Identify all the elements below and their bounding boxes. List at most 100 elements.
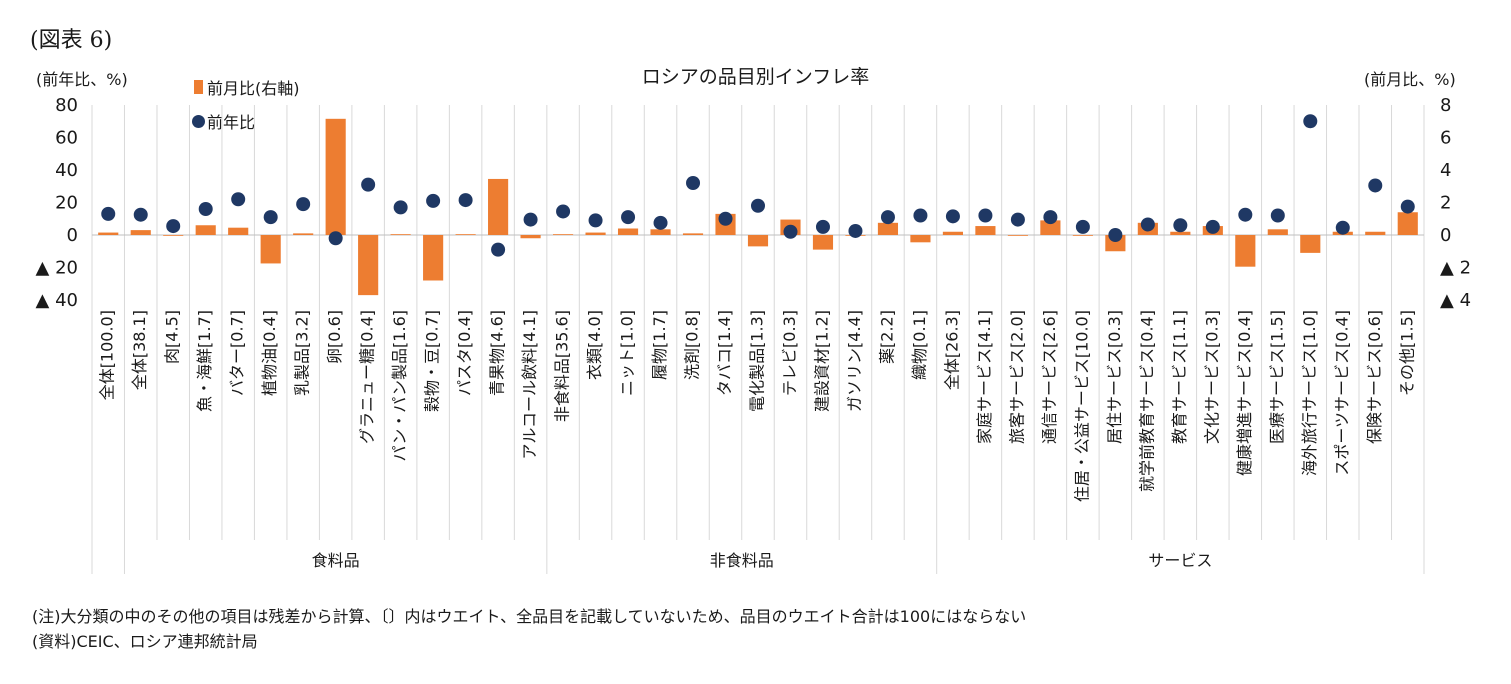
category-label: 居住サービス[0.3] — [1105, 310, 1124, 444]
legend-item-bar: 前月比(右軸) — [190, 70, 300, 104]
right-axis-tick: 8 — [1440, 95, 1451, 116]
dot-yoy — [848, 223, 863, 238]
bar-mom — [812, 235, 834, 250]
bar-mom — [1365, 231, 1386, 235]
category-label: 卵[0.6] — [325, 310, 344, 364]
figure-label: (図表 6) — [30, 28, 113, 53]
bar-mom — [358, 235, 379, 296]
category-label: 全体[100.0] — [98, 310, 117, 400]
bar-mom — [650, 229, 671, 235]
category-label: 穀物・豆[0.7] — [423, 310, 442, 412]
category-label: ガソリン[4.4] — [845, 310, 864, 412]
left-axis-tick: 60 — [55, 128, 78, 149]
bar-mom — [520, 235, 541, 239]
bar-mom — [1267, 229, 1288, 235]
category-label: 青果物[4.6] — [488, 310, 507, 396]
dot-yoy — [328, 231, 343, 246]
legend-item-dot: 前年比 — [190, 104, 300, 138]
category-label: 通信サービス[2.6] — [1040, 310, 1059, 444]
dot-yoy — [556, 204, 571, 219]
bar-mom — [98, 232, 119, 235]
right-axis-tick: 0 — [1440, 225, 1451, 246]
bar-mom — [1072, 235, 1093, 236]
category-label: 電化製品[1.3] — [748, 310, 767, 412]
category-label: 住居・公益サービス[10.0] — [1072, 310, 1091, 502]
bar-mom — [617, 228, 639, 235]
dot-yoy — [815, 219, 830, 234]
dot-yoy — [913, 208, 928, 223]
bar-mom — [325, 118, 346, 235]
right-axis-tick: ▲ 4 — [1440, 290, 1471, 311]
bar-mom — [228, 227, 249, 235]
category-label: 健康増進サービス[0.4] — [1235, 310, 1254, 476]
bar-mom — [585, 232, 606, 235]
dot-yoy — [880, 210, 895, 225]
legend-dot-label: 前年比 — [207, 113, 256, 132]
bar-mom — [130, 230, 151, 235]
bar-mom — [682, 233, 704, 235]
category-label: その他[1.5] — [1397, 310, 1416, 396]
category-label: 建設資材[1.2] — [812, 310, 831, 412]
dot-yoy — [1335, 220, 1350, 235]
bar-mom — [1397, 212, 1418, 235]
dot-yoy — [1010, 212, 1025, 227]
dot-yoy — [101, 206, 116, 221]
bar-mom — [942, 231, 963, 235]
category-label: 非食料品[35.6] — [553, 310, 572, 422]
bar-mom — [975, 226, 996, 235]
bar-mom — [423, 235, 444, 281]
dot-yoy — [653, 215, 668, 230]
category-label: 履物[1.7] — [650, 310, 669, 380]
bar-mom — [1040, 220, 1061, 235]
dot-yoy — [458, 193, 473, 208]
category-label: 保険サービス[0.6] — [1365, 310, 1384, 444]
dot-yoy — [718, 211, 733, 226]
source-text: (資料)CEIC、ロシア連邦統計局 — [32, 632, 258, 651]
dot-yoy — [263, 210, 278, 225]
bar-mom — [1170, 231, 1191, 235]
note-text: (注)大分類の中のその他の項目は残差から計算、〔〕内はウエイト、全品目を記載して… — [32, 607, 1027, 626]
category-label: 衣類[4.0] — [585, 310, 604, 380]
legend-dot-swatch — [192, 114, 205, 128]
legend-bar-swatch — [194, 80, 203, 94]
category-label: パスタ[0.4] — [455, 310, 474, 396]
dot-yoy — [296, 197, 311, 212]
bar-mom — [1235, 235, 1256, 267]
dot-yoy — [751, 198, 765, 213]
category-label: 就学前教育サービス[0.4] — [1137, 310, 1156, 492]
category-label: 全体[38.1] — [130, 310, 149, 390]
category-label: 海外旅行サービス[1.0] — [1300, 310, 1319, 476]
left-axis-tick: ▲ 20 — [36, 258, 78, 279]
group-label: 非食料品 — [710, 551, 774, 570]
dot-yoy — [1043, 210, 1058, 225]
dot-yoy — [1400, 199, 1415, 214]
category-label: アルコール飲料[4.1] — [520, 310, 539, 459]
bar-mom — [553, 234, 574, 235]
dot-yoy — [1205, 219, 1220, 234]
category-label: 乳製品[3.2] — [293, 310, 312, 396]
left-axis-tick: 0 — [67, 225, 78, 246]
category-label: 教育サービス[1.1] — [1170, 310, 1189, 444]
dot-yoy — [1140, 217, 1155, 232]
dot-yoy — [945, 209, 960, 224]
dot-yoy — [1368, 178, 1383, 193]
category-label: 植物油[0.4] — [260, 310, 279, 396]
category-label: バター[0.7] — [228, 310, 247, 396]
dot-yoy — [1108, 228, 1123, 242]
dot-yoy — [1075, 219, 1090, 234]
left-axis-unit: (前年比、%) — [36, 70, 128, 89]
dot-yoy — [978, 208, 993, 223]
category-label: 旅客サービス[2.0] — [1007, 310, 1026, 444]
bar-mom — [877, 222, 899, 235]
notes: (注)大分類の中のその他の項目は残差から計算、〔〕内はウエイト、全品目を記載して… — [32, 604, 1026, 654]
right-axis-tick: 2 — [1440, 193, 1451, 214]
left-axis-tick: 80 — [55, 95, 78, 116]
dot-yoy — [361, 177, 376, 192]
dot-yoy — [1303, 114, 1318, 129]
left-axis-tick: 20 — [55, 193, 78, 214]
dot-yoy — [1270, 208, 1285, 223]
dot-yoy — [686, 176, 701, 190]
category-label: 医療サービス[1.5] — [1267, 310, 1286, 444]
group-label: 食料品 — [312, 551, 360, 570]
category-label: 織物[0.1] — [910, 310, 929, 380]
